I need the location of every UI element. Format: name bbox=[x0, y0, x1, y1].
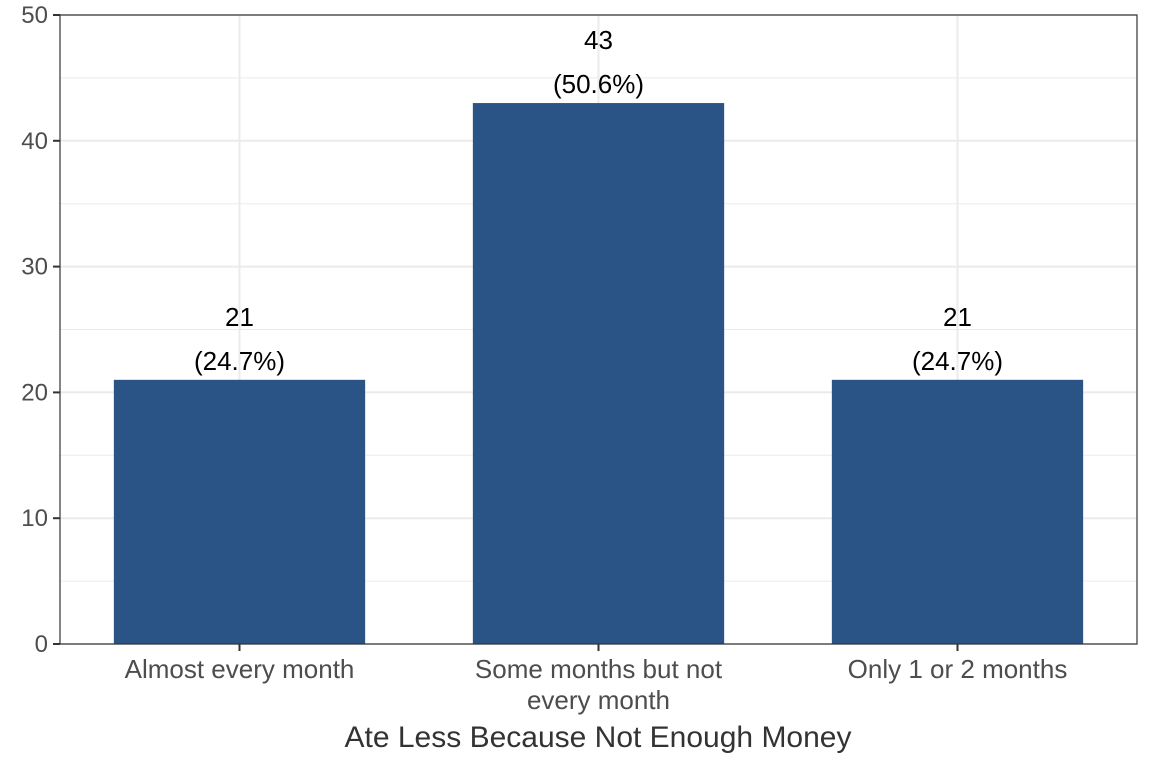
y-tick-label: 10 bbox=[21, 505, 48, 532]
data-label-line: 43 bbox=[584, 25, 613, 55]
x-tick-label-line: every month bbox=[527, 685, 670, 715]
data-label: 21 (24.7%) bbox=[194, 302, 285, 376]
bar bbox=[831, 379, 1084, 644]
data-labels: 21 (24.7%) 43 (50.6%) 21 (24.7%) bbox=[194, 25, 1003, 376]
x-tick-label-line: Almost every month bbox=[125, 654, 355, 684]
y-tick-label: 30 bbox=[21, 254, 48, 281]
x-axis: Almost every month Some months but not eve… bbox=[125, 644, 1068, 715]
bar bbox=[472, 103, 725, 644]
x-tick-label-line: Only 1 or 2 months bbox=[848, 654, 1068, 684]
y-tick-label: 20 bbox=[21, 379, 48, 406]
y-tick-label: 50 bbox=[21, 2, 48, 29]
data-label: 21 (24.7%) bbox=[912, 302, 1003, 376]
data-label-line: (50.6%) bbox=[553, 69, 644, 99]
y-axis: 0 10 20 30 40 50 bbox=[21, 2, 60, 658]
data-label: 43 (50.6%) bbox=[553, 25, 644, 99]
data-label-line: (24.7%) bbox=[912, 346, 1003, 376]
data-label-line: 21 bbox=[225, 302, 254, 332]
x-axis-title: Ate Less Because Not Enough Money bbox=[345, 721, 852, 754]
bar bbox=[113, 379, 366, 644]
data-label-line: (24.7%) bbox=[194, 346, 285, 376]
data-label-line: 21 bbox=[943, 302, 972, 332]
x-tick-label: Some months but not every month bbox=[475, 654, 723, 715]
x-tick-label: Almost every month bbox=[125, 654, 355, 684]
bars bbox=[113, 103, 1084, 644]
x-tick-label-line: Some months but not bbox=[475, 654, 723, 684]
x-tick-label: Only 1 or 2 months bbox=[848, 654, 1068, 684]
y-tick-label: 0 bbox=[35, 631, 48, 658]
y-tick-label: 40 bbox=[21, 128, 48, 155]
